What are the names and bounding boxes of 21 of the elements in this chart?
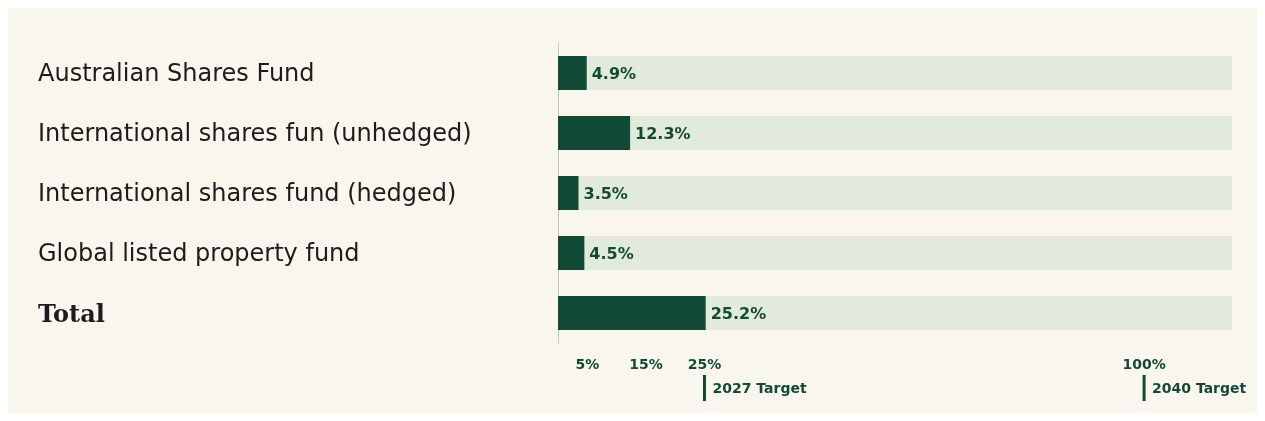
y-tick-label: International shares fun (unhedged) — [38, 119, 472, 147]
x-tick-label: 100% — [1122, 356, 1166, 372]
x-tick-label: 25% — [687, 356, 722, 372]
ref-line-label: 2040 Target — [1152, 380, 1247, 396]
x-tick-label: 15% — [629, 356, 663, 372]
bar — [558, 56, 587, 90]
data-label: 3.5% — [583, 183, 628, 203]
y-tick-label: Australian Shares Fund — [38, 59, 315, 87]
data-label: 12.3% — [635, 123, 691, 143]
bar — [558, 116, 631, 150]
data-label: 4.9% — [591, 63, 637, 83]
bar — [558, 176, 579, 210]
y-tick-label: Total — [38, 298, 105, 328]
bar — [558, 236, 585, 270]
x-tick-label: 5% — [575, 356, 600, 372]
y-tick-label: International shares fund (hedged) — [38, 179, 457, 207]
bar — [558, 296, 706, 330]
ref-line-label: 2027 Target — [712, 380, 807, 396]
y-tick-label: Global listed property fund — [38, 239, 360, 267]
data-label: 4.5% — [589, 243, 634, 263]
data-label: 25.2% — [710, 303, 767, 323]
